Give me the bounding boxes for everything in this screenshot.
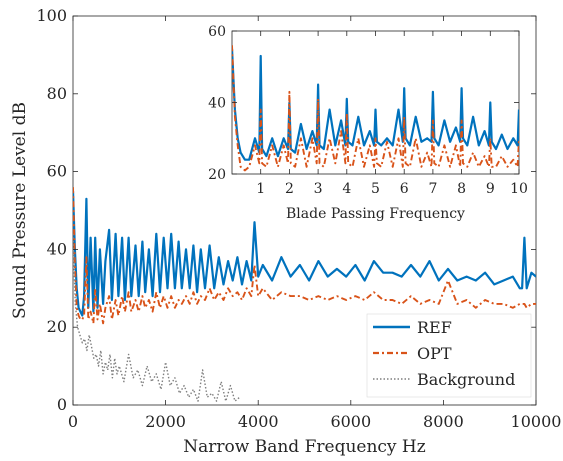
main-y-axis-label: Sound Pressure Level dB: [10, 102, 30, 319]
inset-x-axis-label: Blade Passing Frequency: [286, 206, 465, 222]
main-y-tick-label: 40: [47, 239, 67, 258]
legend-label-opt: OPT: [417, 344, 452, 363]
main-series-group: [73, 187, 536, 402]
inset-x-tick-label: 1: [256, 181, 265, 197]
main-x-tick-label: 10000: [511, 412, 562, 431]
main-series-background-line: [73, 233, 241, 402]
inset-x-tick-label: 7: [428, 181, 437, 197]
inset-y-tick-label: 60: [208, 24, 226, 40]
inset-y-axis: 20 40 60: [208, 24, 519, 183]
main-x-axis-label: Narrow Band Frequency Hz: [183, 437, 425, 457]
inset-x-tick-label: 8: [457, 181, 466, 197]
inset-x-tick-label: 9: [486, 181, 495, 197]
main-x-tick-label: 2000: [145, 412, 186, 431]
main-x-axis: 0 2000 4000 6000 8000 10000: [68, 16, 562, 431]
legend-label-ref: REF: [417, 318, 452, 337]
main-y-tick-label: 0: [57, 395, 67, 414]
main-y-tick-label: 80: [47, 84, 67, 103]
inset-x-axis: 1 2 3 4 5 6 7 8 9 10: [256, 31, 528, 197]
inset-x-tick-label: 4: [342, 181, 351, 197]
inset-y-tick-label: 20: [208, 167, 226, 183]
inset-series-ref-line: [232, 48, 519, 161]
inset-series-group: [232, 45, 519, 172]
main-x-tick-label: 4000: [238, 412, 279, 431]
main-x-tick-label: 0: [68, 412, 78, 431]
main-y-tick-label: 100: [36, 6, 67, 25]
main-y-axis: 0 20 40 60 80 100: [36, 6, 536, 414]
main-x-tick-label: 8000: [423, 412, 464, 431]
legend: REF OPT Background: [366, 313, 532, 398]
inset-y-tick-label: 40: [208, 96, 226, 112]
inset-x-tick-label: 10: [510, 181, 528, 197]
main-y-tick-label: 60: [47, 162, 67, 181]
inset-plot: 1 2 3 4 5 6 7 8 9 10 20 40 60 Blade Passing Frequen…: [208, 24, 528, 222]
inset-x-tick-label: 2: [285, 181, 294, 197]
inset-series-opt-line: [232, 45, 519, 172]
inset-x-tick-label: 6: [400, 181, 409, 197]
main-series-opt-line: [73, 187, 536, 325]
inset-x-tick-label: 5: [371, 181, 380, 197]
inset-x-tick-label: 3: [314, 181, 323, 197]
main-x-tick-label: 6000: [330, 412, 371, 431]
main-y-tick-label: 20: [47, 317, 67, 336]
main-series-ref-line: [73, 190, 536, 317]
legend-label-background: Background: [417, 370, 515, 389]
